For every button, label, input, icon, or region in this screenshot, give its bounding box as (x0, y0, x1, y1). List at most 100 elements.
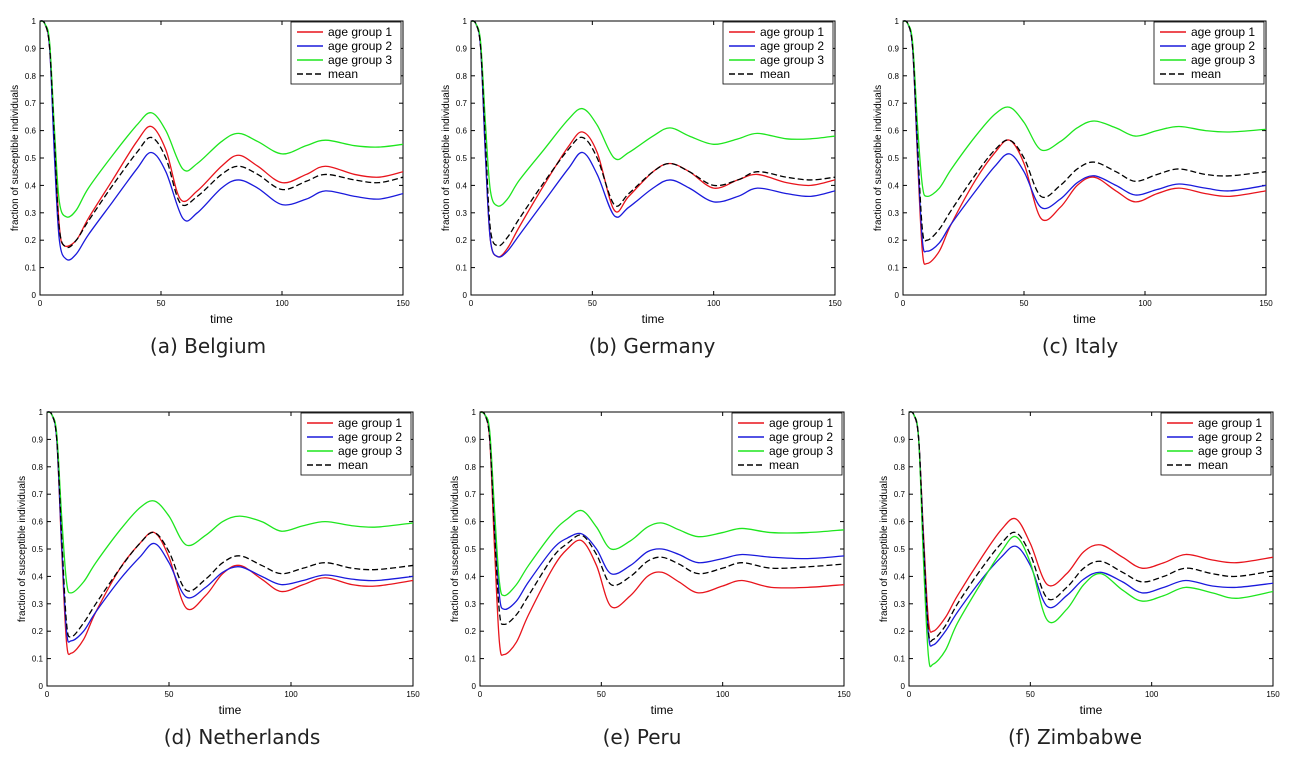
legend-box (290, 21, 402, 85)
y-tick-label: 0 (39, 682, 44, 691)
plot-area (46, 411, 414, 687)
legend-label: mean (769, 458, 799, 472)
y-tick-label: 0.3 (894, 600, 906, 609)
y-tick-label: 0.8 (465, 463, 477, 472)
y-tick-label: 0.2 (894, 627, 906, 636)
series-line-age-group-2 (908, 411, 1274, 647)
y-tick-label: 0.2 (465, 627, 477, 636)
y-tick-label: 0.6 (25, 127, 37, 136)
x-tick-label: 100 (716, 690, 730, 699)
y-tick-label: 1 (901, 408, 906, 417)
legend-label: mean (1191, 67, 1221, 81)
y-tick-label: 0 (32, 291, 37, 300)
legend-label: age group 1 (338, 416, 402, 430)
series-line-age-group-2 (39, 20, 404, 261)
y-tick-label: 0.7 (32, 490, 44, 499)
legend-label: age group 1 (769, 416, 833, 430)
y-tick-label: 0.3 (32, 600, 44, 609)
y-tick-label: 0.9 (32, 435, 44, 444)
y-tick-label: 1 (39, 408, 44, 417)
series-line-age-group-1 (39, 20, 404, 248)
y-tick-label: 0.6 (894, 518, 906, 527)
legend-label: age group 3 (1198, 444, 1262, 458)
x-tick-label: 50 (1026, 690, 1035, 699)
y-tick-label: 1 (472, 408, 477, 417)
series-line-age-group-3 (902, 20, 1267, 198)
y-tick-label: 0.6 (888, 127, 900, 136)
y-tick-label: 0.3 (456, 209, 468, 218)
x-tick-label: 100 (284, 690, 298, 699)
y-tick-label: 0 (901, 682, 906, 691)
y-tick-label: 1 (32, 17, 37, 26)
x-tick-label: 150 (406, 690, 420, 699)
legend-label: age group 2 (1191, 39, 1255, 53)
x-tick-label: 150 (837, 690, 851, 699)
x-tick-label: 50 (157, 299, 166, 308)
y-tick-label: 0.2 (32, 627, 44, 636)
plot-area (39, 20, 404, 296)
y-tick-label: 0.7 (894, 490, 906, 499)
series-line-age-group-1 (908, 411, 1274, 633)
x-tick-label: 0 (469, 299, 474, 308)
y-tick-label: 0.8 (888, 72, 900, 81)
series-line-age-group-2 (479, 411, 845, 611)
y-tick-label: 0.1 (25, 264, 37, 273)
y-tick-label: 0.9 (25, 44, 37, 53)
legend-label: age group 2 (328, 39, 392, 53)
y-tick-label: 0.5 (894, 545, 906, 554)
y-axis-label: fraction of susceptible individuals (873, 85, 884, 231)
legend-box (1160, 412, 1272, 476)
series-line-mean (39, 20, 404, 249)
y-tick-label: 0.1 (32, 655, 44, 664)
y-axis-label: fraction of susceptible individuals (441, 85, 452, 231)
y-tick-label: 0.1 (894, 655, 906, 664)
legend-box (300, 412, 412, 476)
y-tick-label: 0.5 (465, 545, 477, 554)
y-tick-label: 0.5 (32, 545, 44, 554)
x-axis-label: time (642, 312, 665, 326)
y-tick-label: 0.1 (888, 264, 900, 273)
series-line-mean (908, 411, 1274, 643)
x-tick-label: 0 (38, 299, 43, 308)
plot-area (479, 411, 845, 687)
series-line-age-group-3 (908, 411, 1274, 668)
y-tick-label: 0.6 (32, 518, 44, 527)
y-tick-label: 0.1 (465, 655, 477, 664)
y-tick-label: 0.5 (25, 154, 37, 163)
y-tick-label: 0.5 (456, 154, 468, 163)
x-tick-label: 100 (1138, 299, 1152, 308)
y-tick-label: 0.8 (32, 463, 44, 472)
series-line-age-group-1 (46, 411, 414, 656)
y-tick-label: 0.4 (465, 572, 477, 581)
y-tick-label: 0.2 (888, 236, 900, 245)
x-axis-label: time (219, 703, 242, 717)
y-tick-label: 0.8 (25, 72, 37, 81)
plot-area (908, 411, 1274, 687)
y-tick-label: 0 (472, 682, 477, 691)
x-tick-label: 50 (165, 690, 174, 699)
x-tick-label: 150 (1266, 690, 1280, 699)
series-line-age-group-2 (46, 411, 414, 643)
series-line-age-group-1 (902, 20, 1267, 265)
legend-label: mean (338, 458, 368, 472)
x-tick-label: 50 (1020, 299, 1029, 308)
x-axis-label: time (1073, 312, 1096, 326)
x-axis-label: time (1080, 703, 1103, 717)
y-tick-label: 0.2 (456, 236, 468, 245)
x-tick-label: 0 (901, 299, 906, 308)
x-tick-label: 100 (1145, 690, 1159, 699)
legend-label: age group 3 (1191, 53, 1255, 67)
y-tick-label: 0.4 (888, 181, 900, 190)
y-tick-label: 0.5 (888, 154, 900, 163)
x-tick-label: 100 (275, 299, 289, 308)
